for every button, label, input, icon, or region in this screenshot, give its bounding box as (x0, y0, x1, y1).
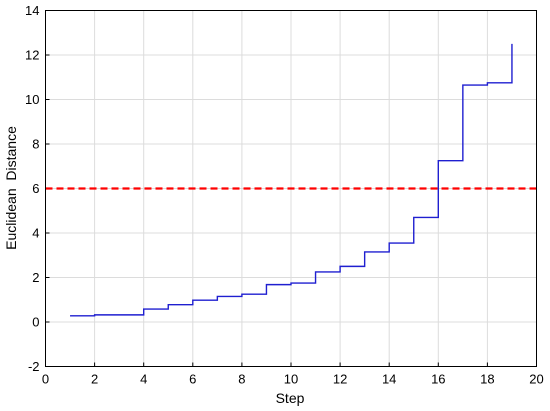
y-tick-label: 10 (25, 92, 39, 107)
y-axis-title: Euclidean Distance (3, 126, 19, 250)
y-tick-label: 12 (25, 48, 39, 63)
series-group (70, 43, 513, 317)
x-tick-label: 18 (480, 372, 494, 387)
x-tick-labels: 0 2 4 6 8 10 12 14 16 18 20 (42, 372, 544, 387)
x-axis-title: Step (276, 390, 305, 406)
y-tick-label: 4 (32, 226, 39, 241)
y-tick-labels: -2 0 2 4 6 8 10 12 14 (25, 3, 39, 374)
x-tick-label: 10 (284, 372, 298, 387)
y-tick-label: 8 (32, 137, 39, 152)
series-step-line (70, 43, 513, 317)
x-tick-label: 20 (529, 372, 543, 387)
y-tick-label: 14 (25, 3, 39, 18)
x-tick-label: 0 (42, 372, 49, 387)
y-tick-label: -2 (28, 359, 40, 374)
x-tick-label: 16 (431, 372, 445, 387)
x-tick-label: 12 (333, 372, 347, 387)
y-tick-label: 6 (32, 181, 39, 196)
y-tick-label: 0 (32, 315, 39, 330)
y-tick-label: 2 (32, 270, 39, 285)
x-tick-label: 6 (189, 372, 196, 387)
x-tick-label: 2 (91, 372, 98, 387)
x-tick-label: 14 (382, 372, 396, 387)
plot-frame (45, 10, 537, 367)
x-tick-label: 4 (140, 372, 147, 387)
x-tick-label: 8 (238, 372, 245, 387)
